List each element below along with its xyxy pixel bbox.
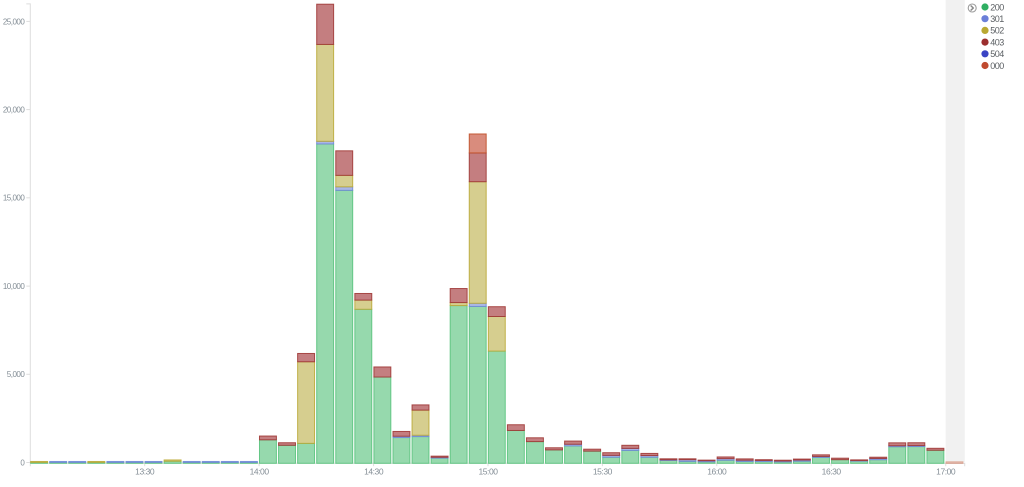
svg-text:200: 200 <box>990 2 1004 12</box>
svg-text:5,000: 5,000 <box>7 370 26 379</box>
svg-text:14:30: 14:30 <box>364 467 384 477</box>
svg-text:16:00: 16:00 <box>707 467 727 477</box>
svg-text:13:30: 13:30 <box>135 467 155 477</box>
svg-text:15,000: 15,000 <box>3 194 26 203</box>
svg-text:10,000: 10,000 <box>3 282 26 291</box>
svg-text:0: 0 <box>20 458 25 467</box>
svg-text:15:30: 15:30 <box>593 467 613 477</box>
svg-text:14:00: 14:00 <box>250 467 270 477</box>
svg-text:15:00: 15:00 <box>478 467 498 477</box>
svg-text:301: 301 <box>990 14 1004 24</box>
svg-text:17:00: 17:00 <box>936 467 956 477</box>
svg-text:502: 502 <box>990 26 1004 36</box>
svg-text:16:30: 16:30 <box>822 467 842 477</box>
svg-text:403: 403 <box>990 37 1004 47</box>
svg-text:25,000: 25,000 <box>3 17 26 26</box>
svg-text:000: 000 <box>990 61 1004 71</box>
svg-text:20,000: 20,000 <box>3 106 26 115</box>
svg-text:504: 504 <box>990 49 1004 59</box>
